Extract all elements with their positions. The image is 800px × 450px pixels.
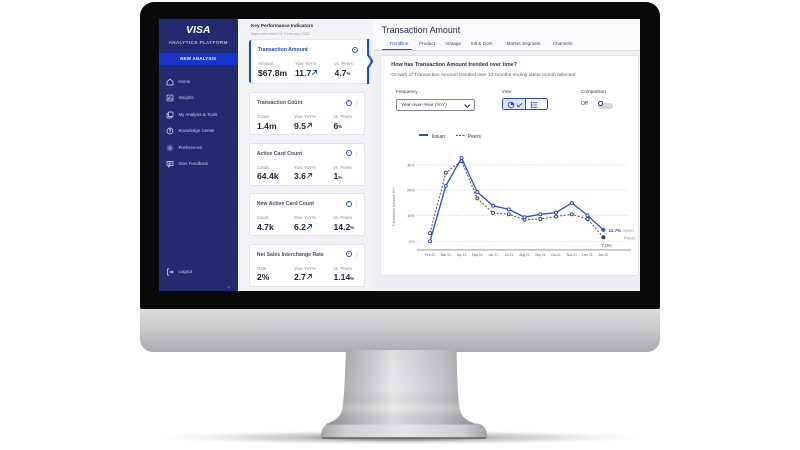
svg-text:Aug 21: Aug 21 (519, 253, 530, 257)
svg-text:Mar 21: Mar 21 (441, 253, 451, 257)
svg-text:Dec 21: Dec 21 (582, 253, 593, 257)
svg-text:20%: 20% (407, 189, 415, 193)
svg-text:Jan 22: Jan 22 (598, 253, 608, 257)
svg-text:Jun 21: Jun 21 (488, 253, 498, 257)
svg-text:30%: 30% (407, 163, 415, 167)
svg-text:Sep 21: Sep 21 (535, 253, 546, 257)
svg-text:7.0%: 7.0% (602, 243, 612, 248)
svg-text:May 21: May 21 (472, 253, 483, 257)
svg-text:0%: 0% (409, 240, 415, 244)
svg-text:Issuer: Issuer (623, 228, 635, 233)
svg-text:Feb 21: Feb 21 (425, 253, 435, 257)
svg-text:11.7%: 11.7% (609, 228, 622, 233)
svg-text:Apr 21: Apr 21 (457, 253, 467, 257)
svg-text:10%: 10% (407, 214, 415, 218)
svg-text:Peers: Peers (624, 235, 636, 240)
svg-text:Nov 21: Nov 21 (567, 253, 578, 257)
svg-text:Jul 21: Jul 21 (504, 253, 513, 257)
svg-text:Transaction Amount YoY: Transaction Amount YoY (392, 187, 396, 227)
svg-text:Oct 21: Oct 21 (551, 253, 561, 257)
